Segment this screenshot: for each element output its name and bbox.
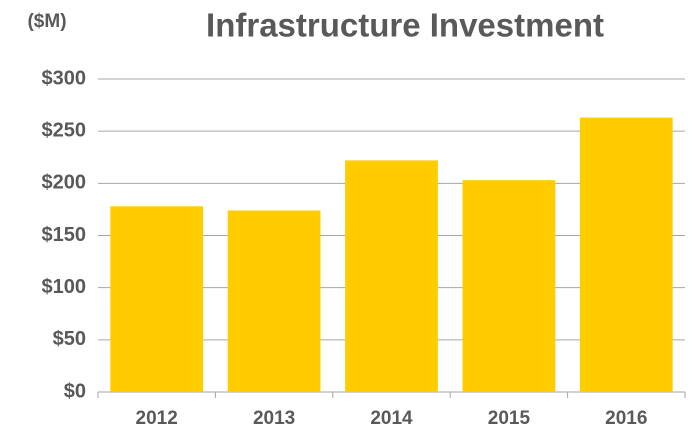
bar [110, 206, 204, 392]
y-tick-label: $0 [64, 380, 86, 402]
y-tick-label: $300 [42, 67, 87, 89]
bar [345, 160, 438, 392]
y-tick-label: $150 [42, 224, 87, 246]
y-tick-label: $200 [42, 172, 87, 194]
y-tick-label: $50 [53, 328, 86, 350]
x-tick-label: 2012 [136, 408, 178, 429]
y-axis-label: ($M) [27, 11, 66, 32]
bar [579, 117, 673, 392]
x-tick-label: 2016 [605, 408, 647, 429]
chart-title: Infrastructure Investment [206, 7, 604, 44]
x-tick-label: 2013 [253, 408, 295, 429]
bar [462, 180, 556, 392]
y-tick-label: $100 [42, 276, 87, 298]
x-tick-label: 2014 [370, 408, 413, 429]
y-tick-label: $250 [42, 119, 87, 141]
bar [227, 210, 321, 392]
x-tick-label: 2015 [488, 408, 531, 429]
